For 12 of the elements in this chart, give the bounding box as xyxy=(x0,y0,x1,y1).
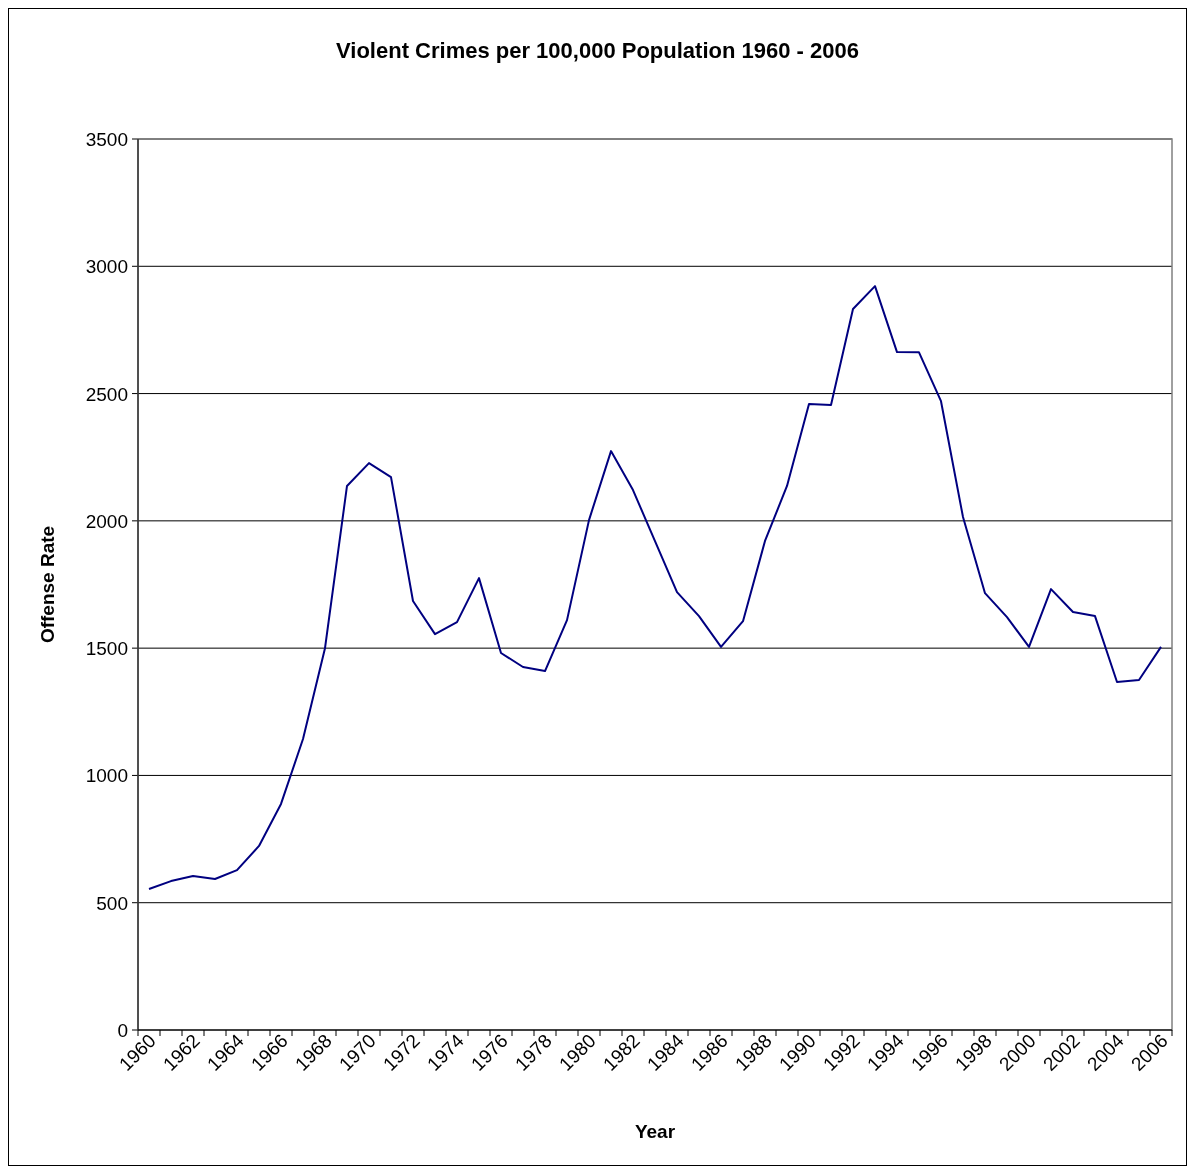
y-axis-title: Offense Rate xyxy=(37,525,58,644)
y-tick-label: 500 xyxy=(96,892,128,914)
chart-title: Violent Crimes per 100,000 Population 1960 - 2006 xyxy=(336,38,859,63)
x-axis-title: Year xyxy=(634,1121,676,1142)
y-tick-label: 3500 xyxy=(85,129,128,150)
y-tick-label: 1000 xyxy=(85,765,128,787)
y-tick-label: 2500 xyxy=(85,383,128,405)
line-series xyxy=(148,285,1162,890)
y-tick-label: 1500 xyxy=(85,638,128,660)
y-tick-label: 0 xyxy=(117,1020,128,1041)
y-tick-label: 2000 xyxy=(85,510,128,532)
y-tick-label: 3000 xyxy=(85,256,128,278)
